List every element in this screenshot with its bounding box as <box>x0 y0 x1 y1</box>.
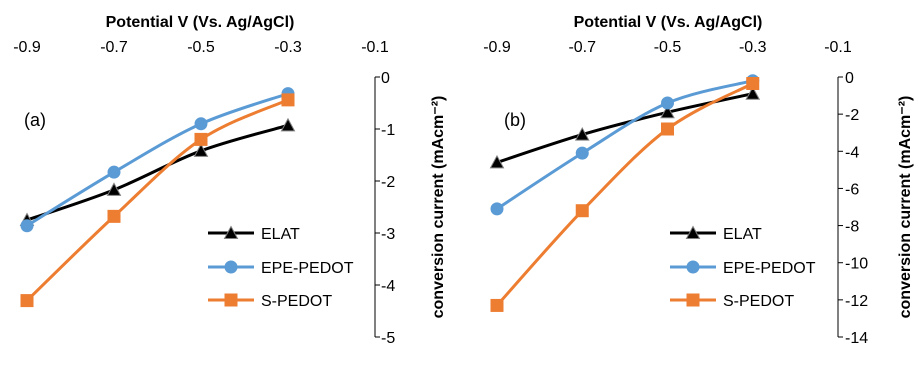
x-tick-label: -0.9 <box>13 39 41 56</box>
legend-label: S-PEDOT <box>261 293 332 310</box>
y-axis-title: conversion current (mAcm⁻²) <box>897 96 914 319</box>
data-point-triangle <box>193 143 209 157</box>
x-tick-label: -0.7 <box>568 39 596 56</box>
legend-marker-square <box>686 293 700 307</box>
x-axis-title: Potential V (Vs. Ag/AgCl) <box>106 14 295 31</box>
data-point-square <box>575 204 589 218</box>
data-point-circle <box>194 117 208 131</box>
legend-item-epe-pedot: EPE-PEDOT <box>670 260 816 277</box>
x-tick-label: -0.7 <box>100 39 128 56</box>
series-line-epe-pedot <box>495 79 755 211</box>
y-tick-label: -5 <box>381 330 395 347</box>
data-point-triangle <box>106 182 122 196</box>
legend-label: ELAT <box>723 226 762 243</box>
series-line-s-pedot <box>495 82 755 307</box>
x-tick-label: -0.5 <box>654 39 682 56</box>
y-tick-label: -8 <box>845 219 859 236</box>
x-tick-label: -0.5 <box>187 39 215 56</box>
data-point-circle <box>107 165 121 179</box>
series-epe-pedot <box>20 87 295 233</box>
legend-item-epe-pedot: EPE-PEDOT <box>208 260 354 277</box>
legend-marker-triangle <box>685 225 701 239</box>
legend-label: EPE-PEDOT <box>723 260 816 277</box>
x-tick-label: -0.1 <box>824 39 852 56</box>
y-tick-label: -14 <box>845 330 868 347</box>
x-tick-label: -0.3 <box>274 39 302 56</box>
y-axis-title: conversion current (mAcm⁻²) <box>430 96 447 319</box>
data-point-square <box>490 298 504 312</box>
y-tick-label: 0 <box>381 70 390 87</box>
y-tick-label: -2 <box>381 174 395 191</box>
y-tick-label: 0 <box>845 70 854 87</box>
y-tick-label: -2 <box>845 107 859 124</box>
data-point-square <box>281 93 295 107</box>
series-line-epe-pedot <box>25 92 290 228</box>
legend-label: S-PEDOT <box>723 293 794 310</box>
x-tick-label: -0.1 <box>361 39 389 56</box>
data-point-circle <box>575 146 589 160</box>
data-point-square <box>107 209 121 223</box>
y-tick-label: -4 <box>845 144 859 161</box>
legend-marker-circle <box>224 260 238 274</box>
chart-panel-a: Potential V (Vs. Ag/AgCl) -0.9 -0.7 -0.5 -0.… <box>13 14 447 347</box>
data-point-triangle <box>574 127 590 141</box>
data-point-triangle <box>280 117 296 132</box>
series-line-elat <box>495 92 755 164</box>
legend-marker-circle <box>686 260 700 274</box>
data-point-triangle <box>660 104 675 119</box>
legend-item-s-pedot: S-PEDOT <box>670 293 794 310</box>
legend-marker-square <box>224 293 238 307</box>
y-tick-label: -6 <box>845 181 859 198</box>
panel-label: (b) <box>504 110 526 130</box>
series-line-elat <box>25 123 290 222</box>
data-point-square <box>194 132 208 146</box>
x-axis-title: Potential V (Vs. Ag/AgCl) <box>574 14 763 31</box>
legend-marker-triangle <box>223 225 239 239</box>
series-elat <box>19 117 296 226</box>
x-tick-label: -0.9 <box>483 39 511 56</box>
data-point-triangle <box>489 154 505 169</box>
data-point-circle <box>20 219 34 233</box>
data-point-triangle <box>745 86 761 100</box>
data-point-circle <box>490 202 504 216</box>
y-tick-label: -4 <box>381 278 395 295</box>
legend-label: ELAT <box>261 226 300 243</box>
series-epe-pedot <box>490 74 760 216</box>
legend-item-elat: ELAT <box>670 225 762 243</box>
data-point-square <box>661 122 674 136</box>
data-point-square <box>746 77 760 90</box>
series-s-pedot <box>490 77 760 312</box>
chart-panel-b: Potential V (Vs. Ag/AgCl) -0.9 -0.7 -0.5 -0.… <box>483 14 914 347</box>
data-point-square <box>20 294 34 308</box>
y-tick-label: -3 <box>381 226 395 243</box>
series-s-pedot <box>20 93 295 308</box>
legend-label: EPE-PEDOT <box>261 260 354 277</box>
series-line-s-pedot <box>25 98 290 303</box>
y-tick-label: -12 <box>845 293 868 310</box>
y-tick-label: -10 <box>845 256 868 273</box>
panel-label: (a) <box>24 110 46 130</box>
y-tick-label: -1 <box>381 122 395 139</box>
data-point-circle <box>661 96 674 110</box>
legend-item-elat: ELAT <box>208 225 300 243</box>
x-tick-label: -0.3 <box>739 39 767 56</box>
legend-item-s-pedot: S-PEDOT <box>208 293 332 310</box>
